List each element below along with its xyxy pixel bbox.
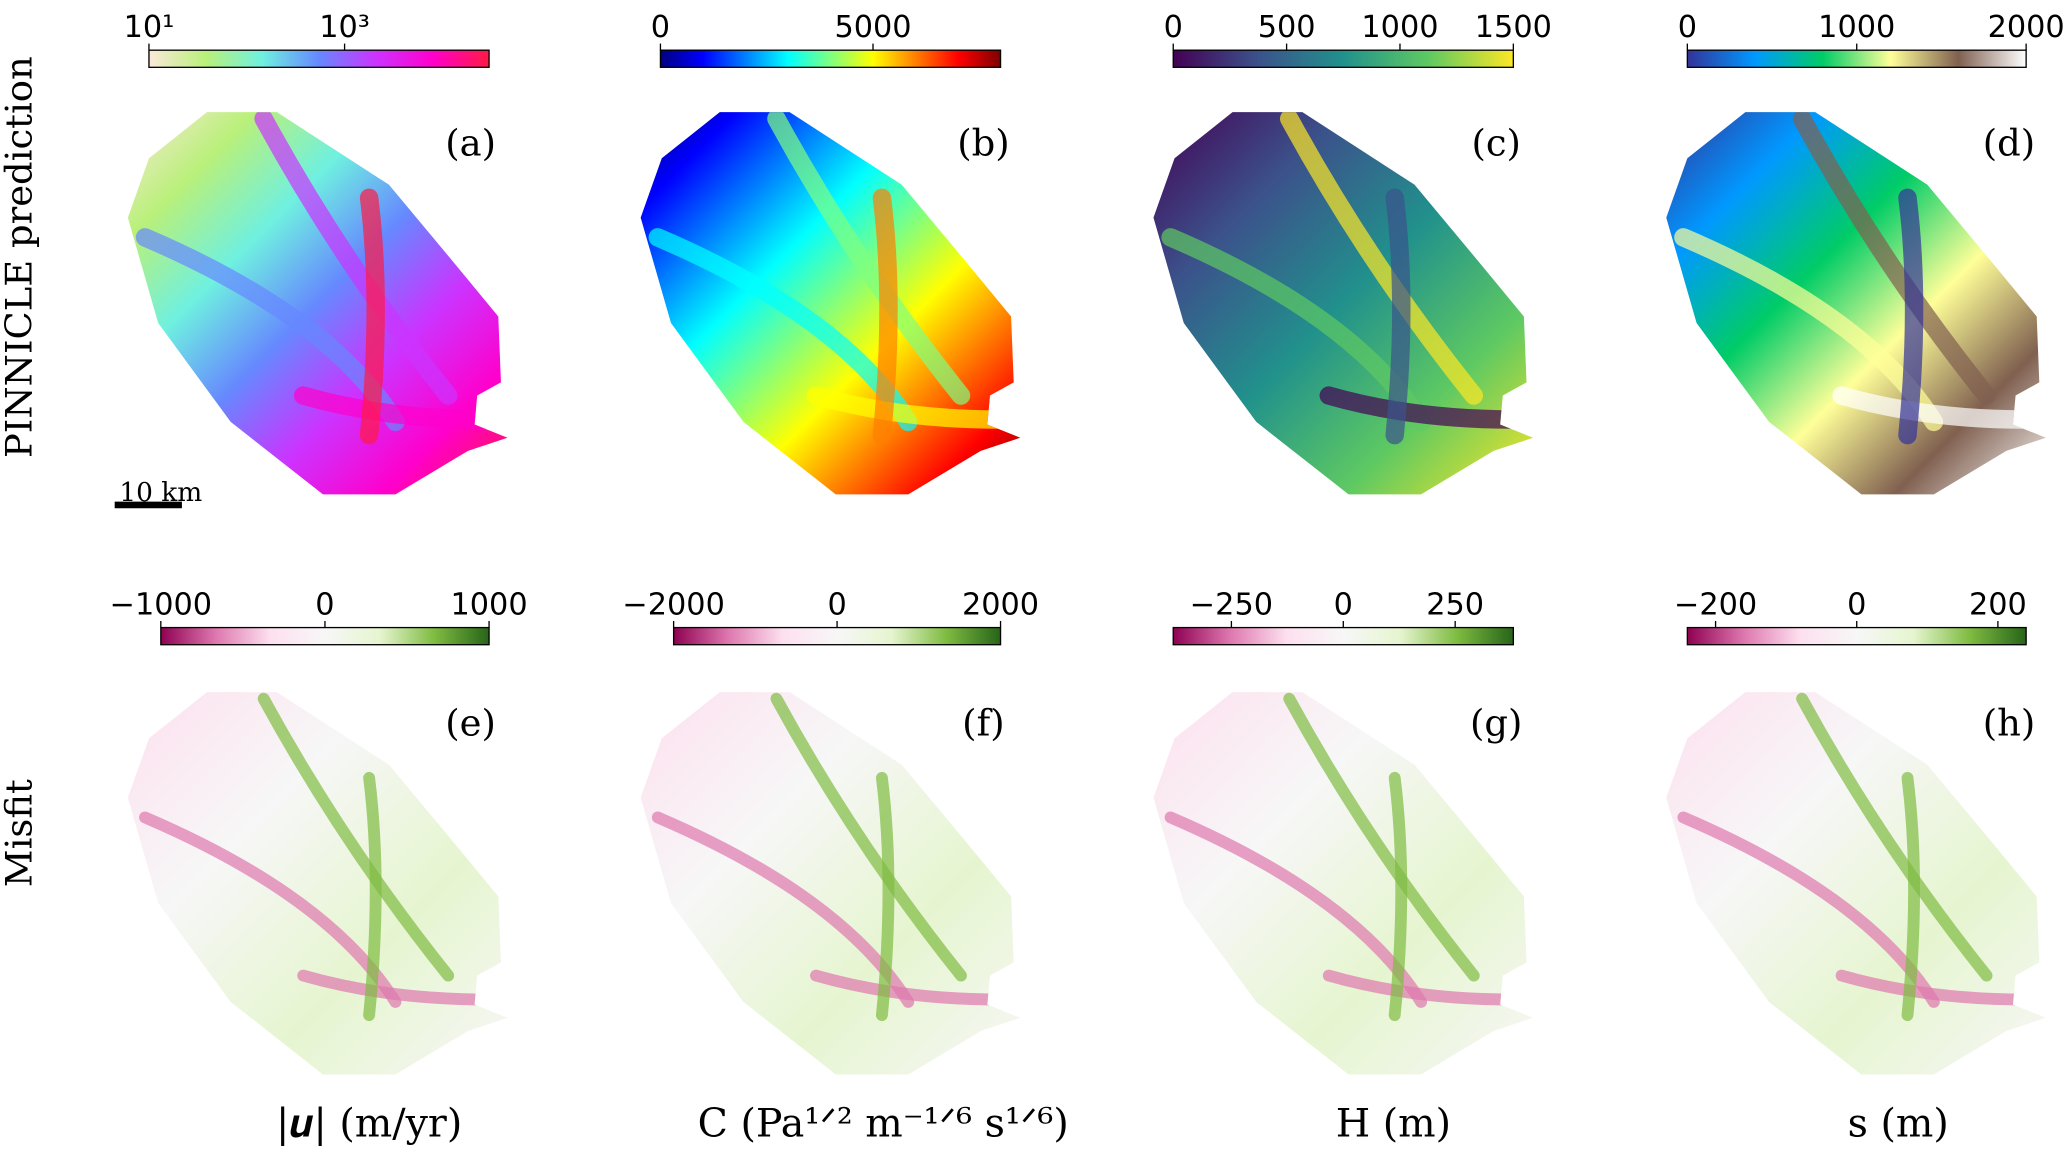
panel-label: (e) xyxy=(445,702,496,745)
map-streak xyxy=(1796,692,1993,982)
map-streak xyxy=(1280,112,1484,405)
scale-bar-label: 10 km xyxy=(119,478,202,508)
map-streak xyxy=(359,188,385,445)
colorbar xyxy=(1172,49,1514,68)
colorbar xyxy=(148,49,490,68)
map-streak xyxy=(875,771,895,1022)
map-features xyxy=(139,692,508,1022)
panel-label: (h) xyxy=(1983,702,2036,745)
colorbar-tick-label: 0 xyxy=(1334,587,1353,622)
map-streak xyxy=(1901,771,1921,1022)
map xyxy=(1666,692,2046,1075)
column-label: s (m) xyxy=(1848,1100,1949,1146)
colorbar-tick-label: 1000 xyxy=(1818,10,1895,45)
colorbar xyxy=(672,626,1002,646)
colorbar-tick-label: −2000 xyxy=(622,587,725,622)
map-features xyxy=(135,112,508,445)
colorbar-tick-label: 2000 xyxy=(962,587,1039,622)
row-label: PINNICLE prediction xyxy=(0,56,41,458)
colorbar-tick-label: 250 xyxy=(1426,587,1484,622)
colorbar-tick-label: 1000 xyxy=(451,587,528,622)
colorbar-tick-label: 500 xyxy=(1258,10,1316,45)
map-streak xyxy=(254,112,458,405)
panel-label: (c) xyxy=(1471,122,1520,165)
map xyxy=(1153,692,1534,1075)
row-label: Misfit xyxy=(0,779,41,887)
panel-label: (g) xyxy=(1470,702,1522,745)
colorbar-tick-label: 0 xyxy=(1678,10,1697,45)
colorbar xyxy=(1172,626,1514,646)
map-streak xyxy=(1283,692,1480,982)
map xyxy=(640,112,1021,495)
colorbar-tick-label: 10¹ xyxy=(124,10,175,45)
map-streak xyxy=(257,692,455,982)
colorbar xyxy=(1686,626,2027,646)
map xyxy=(127,112,508,495)
colorbar-tick-label: 1000 xyxy=(1361,10,1438,45)
colorbar-tick-label: 10³ xyxy=(319,10,370,45)
colorbar xyxy=(160,626,490,646)
colorbar-tick-label: −200 xyxy=(1674,587,1757,622)
colorbar-tick-label: 0 xyxy=(651,10,670,45)
colorbar-tick-label: 2000 xyxy=(1988,10,2065,45)
colorbar-tick-label: −250 xyxy=(1190,587,1273,622)
map-streak xyxy=(1388,771,1408,1022)
colorbar-tick-label: 1500 xyxy=(1475,10,1552,45)
colorbar-tick-label: 0 xyxy=(315,587,334,622)
map-features xyxy=(1161,112,1534,445)
colorbar-tick-label: 5000 xyxy=(834,10,911,45)
map xyxy=(640,692,1021,1075)
colorbar xyxy=(659,49,1002,68)
map-streak xyxy=(770,692,967,982)
map-streak xyxy=(767,112,971,405)
colorbar-tick-label: −1000 xyxy=(110,587,212,622)
map-streak xyxy=(363,771,382,1022)
colorbar-tick-label: 200 xyxy=(1969,587,2027,622)
map xyxy=(1153,112,1534,495)
map-streak xyxy=(1792,112,1996,405)
colorbar xyxy=(1686,49,2027,68)
panel-label: (d) xyxy=(1983,122,2035,165)
colorbar-tick-label: 0 xyxy=(827,587,846,622)
colorbar-tick-label: 0 xyxy=(1847,587,1866,622)
colorbar-tick-label: 0 xyxy=(1164,10,1183,45)
map-streak xyxy=(1898,188,1924,445)
panel-label: (a) xyxy=(445,122,496,165)
panel-label: (f) xyxy=(962,702,1004,745)
panel-label: (b) xyxy=(957,122,1009,165)
column-label: |𝒖| (m/yr) xyxy=(276,1100,462,1146)
column-label: C (Pa¹ᐟ² m⁻¹ᐟ⁶ s¹ᐟ⁶) xyxy=(698,1100,1069,1146)
map-streak xyxy=(872,188,898,445)
column-label: H (m) xyxy=(1336,1100,1451,1146)
map xyxy=(1666,112,2046,495)
map-streak xyxy=(1385,188,1411,445)
map xyxy=(127,692,508,1075)
